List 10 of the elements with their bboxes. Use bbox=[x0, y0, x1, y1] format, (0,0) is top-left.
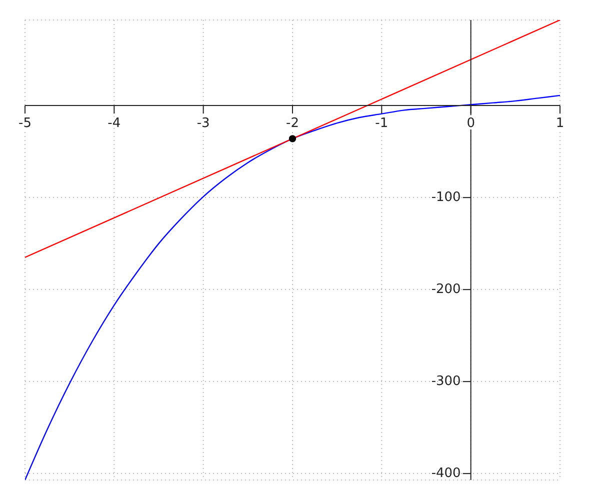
x-tick-label: -4 bbox=[108, 116, 121, 132]
y-tick-label: -300 bbox=[431, 374, 461, 390]
y-tick-label: -400 bbox=[431, 466, 461, 482]
x-tick-label: -3 bbox=[196, 116, 210, 132]
y-tick-label: -100 bbox=[431, 190, 461, 206]
y-tick-label: -200 bbox=[431, 282, 461, 298]
x-tick-label: -2 bbox=[286, 116, 299, 132]
x-tick-label: 1 bbox=[556, 116, 564, 132]
x-tick-label: -1 bbox=[375, 116, 388, 132]
x-tick-label: -5 bbox=[18, 116, 32, 132]
